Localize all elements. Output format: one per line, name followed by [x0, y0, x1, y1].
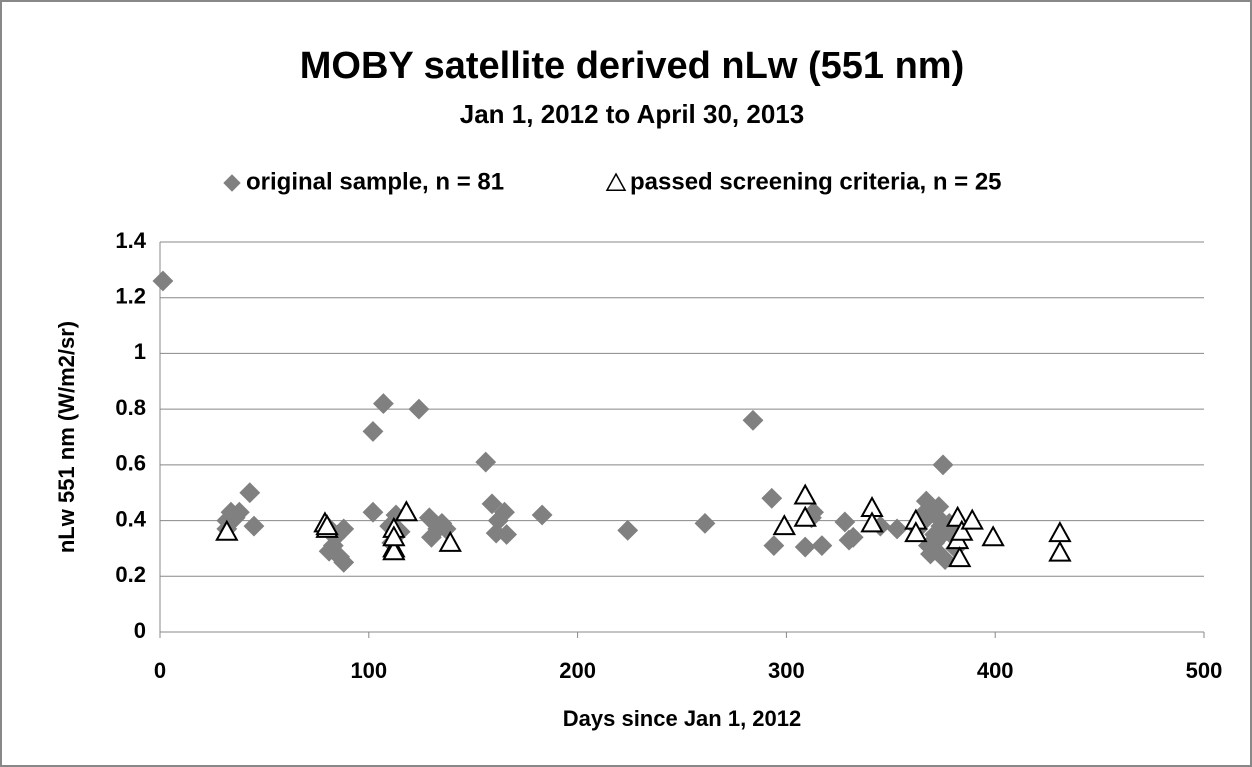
y-tick-label: 0.2: [115, 562, 146, 587]
data-point: [842, 526, 864, 548]
data-point: [362, 421, 384, 442]
data-point: [772, 514, 797, 536]
data-point: [224, 507, 246, 529]
x-tick-label: 400: [977, 658, 1014, 683]
data-point: [930, 515, 952, 537]
legend-marker: [223, 174, 241, 192]
legend-label: original sample, n = 81: [246, 168, 504, 195]
data-point: [487, 510, 509, 531]
x-tick-label: 300: [768, 658, 805, 683]
data-point: [904, 521, 928, 543]
data-point: [924, 532, 946, 554]
data-point: [694, 512, 716, 534]
data-point: [948, 546, 972, 568]
data-point: [932, 454, 954, 476]
data-point: [960, 508, 984, 530]
data-point: [382, 539, 406, 561]
y-tick-label: 0.4: [115, 506, 146, 531]
data-point: [886, 518, 908, 540]
data-point: [793, 483, 817, 505]
data-point: [322, 535, 344, 557]
data-point: [481, 493, 503, 515]
y-tick-label: 1.2: [115, 284, 146, 309]
x-tick-label: 0: [154, 658, 166, 683]
data-point: [794, 536, 816, 558]
y-tick-label: 0.8: [115, 395, 146, 420]
data-point: [315, 514, 339, 536]
y-axis-label: nLw 551 nm (W/m2/sr): [54, 321, 79, 553]
chart-title: MOBY satellite derived nLw (551 nm): [300, 45, 964, 87]
data-point: [475, 451, 497, 473]
legend-marker: [605, 172, 627, 191]
data-point: [394, 500, 419, 522]
data-point: [950, 519, 974, 541]
data-point: [431, 512, 453, 534]
y-tick-label: 1: [134, 339, 146, 364]
x-tick-label: 500: [1186, 658, 1223, 683]
data-point: [763, 535, 785, 557]
data-point: [860, 511, 884, 533]
x-axis-label: Days since Jan 1, 2012: [563, 706, 802, 731]
y-tick-label: 1.4: [115, 228, 146, 253]
data-point: [373, 393, 394, 414]
data-point: [243, 515, 265, 537]
data-point: [496, 524, 518, 545]
data-point: [438, 530, 462, 552]
data-point: [1048, 540, 1072, 562]
y-tick-label: 0.6: [115, 451, 146, 476]
data-point: [742, 409, 764, 431]
data-point: [934, 549, 956, 570]
data-point: [215, 519, 239, 541]
data-point: [239, 482, 261, 504]
legend-label: passed screening criteria, n = 25: [630, 168, 1002, 195]
data-point: [793, 505, 817, 527]
data-point: [333, 551, 355, 573]
data-point: [408, 398, 430, 420]
data-point: [418, 507, 440, 529]
data-point: [928, 496, 950, 518]
data-point: [834, 511, 856, 533]
data-point: [152, 270, 174, 292]
y-tick-label: 0: [134, 618, 146, 643]
data-point: [981, 525, 1005, 547]
x-tick-label: 200: [559, 658, 596, 683]
data-point: [811, 535, 833, 557]
x-tick-label: 100: [350, 658, 387, 683]
data-point: [531, 504, 553, 526]
data-point: [382, 525, 406, 547]
data-point: [617, 519, 639, 541]
chart-subtitle: Jan 1, 2012 to April 30, 2013: [460, 99, 804, 129]
data-point: [362, 501, 384, 523]
data-point: [761, 487, 783, 509]
